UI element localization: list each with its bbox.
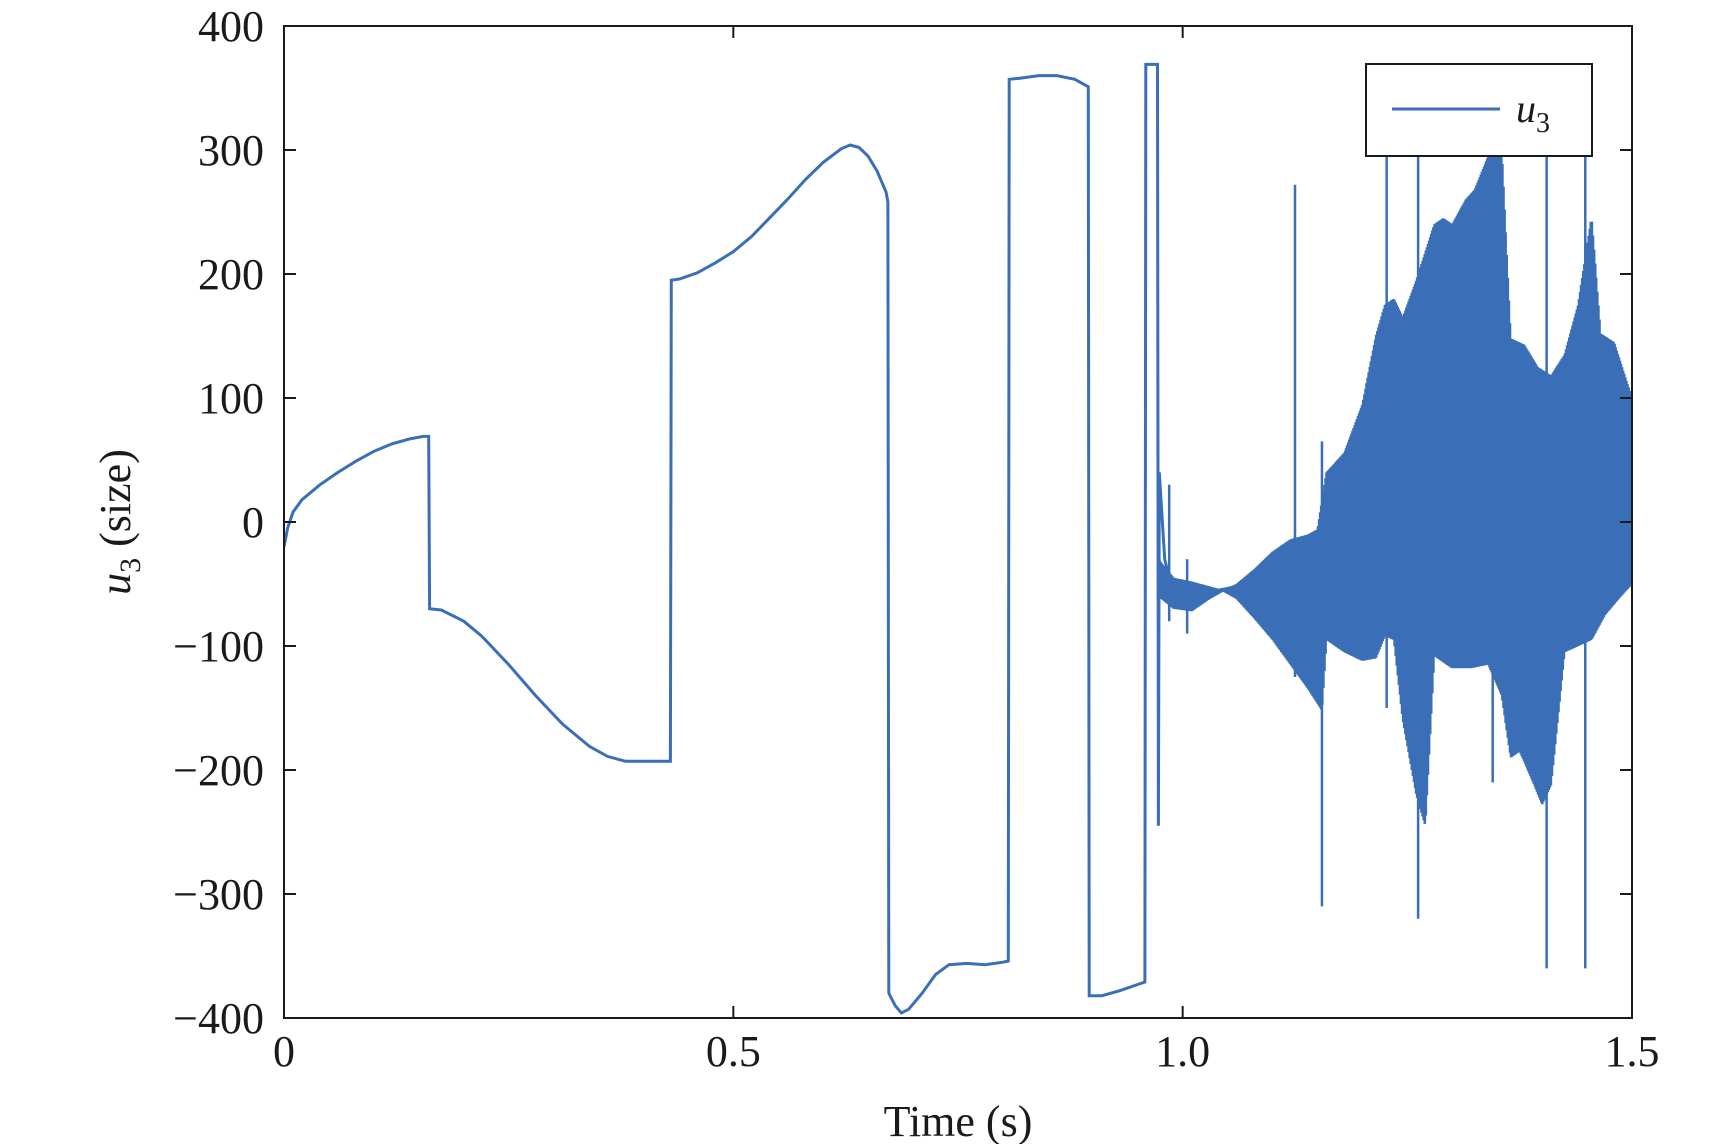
y-tick-label: −400 [173, 994, 264, 1043]
y-tick-label: −200 [173, 746, 264, 795]
legend: u3 [1365, 63, 1593, 157]
x-axis-ticks: 0 0.5 1.0 1.5 [273, 26, 1660, 1076]
y-tick-label: −300 [173, 870, 264, 919]
plot-area [284, 62, 1632, 1015]
x-tick-label: 0.5 [706, 1027, 761, 1076]
y-axis-title-sub: 3 [114, 558, 147, 573]
series-line-u3 [284, 62, 1274, 1015]
legend-label-u3: u3 [1516, 86, 1550, 139]
y-axis-title-rest: (size) [91, 449, 140, 558]
y-axis-title: u3 (size) [91, 449, 147, 595]
y-axis-title-var: u [91, 573, 140, 595]
y-tick-label: −100 [173, 622, 264, 671]
y-tick-label: 100 [198, 374, 264, 423]
y-tick-label: 400 [198, 2, 264, 51]
x-axis-title: Time (s) [884, 1097, 1033, 1144]
y-axis-ticks: 400 300 200 100 0 −100 −200 −300 −400 [173, 2, 1632, 1043]
legend-label-sub: 3 [1536, 108, 1550, 139]
x-tick-label: 1.0 [1155, 1027, 1210, 1076]
y-tick-label: 0 [242, 498, 264, 547]
spike-lines [1167, 150, 1587, 969]
x-tick-label: 0 [273, 1027, 295, 1076]
y-tick-label: 300 [198, 126, 264, 175]
legend-label-var: u [1516, 86, 1536, 131]
y-tick-label: 200 [198, 250, 264, 299]
x-tick-label: 1.5 [1605, 1027, 1660, 1076]
